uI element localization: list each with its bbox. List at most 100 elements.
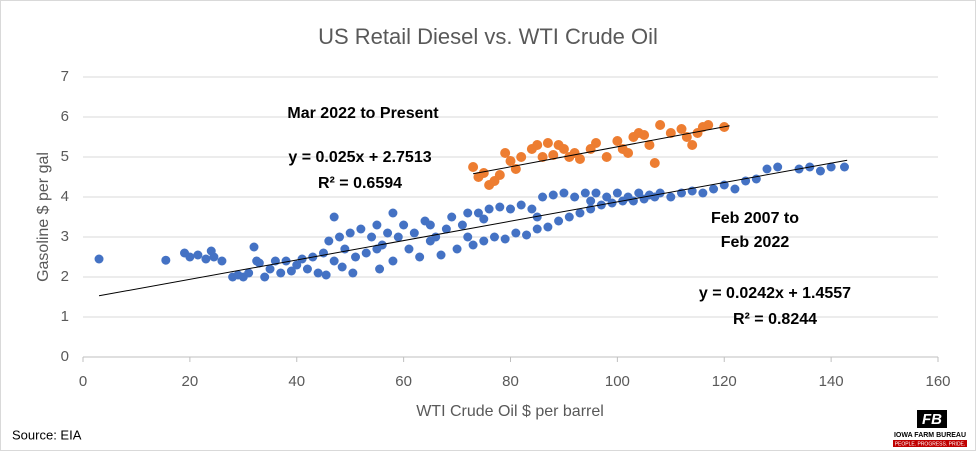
x-tick-label: 80 xyxy=(502,373,519,390)
point xyxy=(762,164,772,174)
point xyxy=(628,196,638,206)
annotation: R² = 0.8244 xyxy=(733,311,817,328)
point xyxy=(329,212,339,222)
point xyxy=(185,252,195,262)
y-tick-label: 2 xyxy=(61,268,69,285)
point xyxy=(666,192,676,202)
point xyxy=(698,188,708,198)
point xyxy=(495,202,505,212)
point xyxy=(527,204,537,214)
y-tick-label: 4 xyxy=(61,188,69,205)
point xyxy=(601,152,612,162)
point xyxy=(489,232,499,242)
y-tick-label: 7 xyxy=(61,68,69,85)
x-tick-label: 100 xyxy=(605,373,630,390)
point xyxy=(478,168,489,178)
point xyxy=(329,256,339,266)
point xyxy=(468,162,479,172)
point xyxy=(655,188,665,198)
point xyxy=(313,268,323,278)
point xyxy=(425,220,435,230)
point xyxy=(564,212,574,222)
point xyxy=(554,216,564,226)
point xyxy=(348,268,358,278)
point xyxy=(532,140,543,150)
logo-name: IOWA FARM BUREAU xyxy=(894,432,966,439)
point xyxy=(649,158,660,168)
point xyxy=(161,255,171,265)
point xyxy=(773,162,783,172)
point xyxy=(244,268,254,278)
point xyxy=(532,224,542,234)
point xyxy=(356,224,366,234)
point xyxy=(335,232,344,242)
point xyxy=(345,228,355,238)
x-tick-label: 20 xyxy=(182,373,199,390)
y-tick-label: 1 xyxy=(61,308,69,325)
point xyxy=(254,258,264,268)
point xyxy=(575,208,585,218)
point xyxy=(676,124,687,134)
point xyxy=(372,220,382,230)
point xyxy=(479,214,489,224)
point xyxy=(516,200,526,210)
x-axis-label: WTI Crude Oil $ per barrel xyxy=(416,403,604,420)
point xyxy=(468,240,478,250)
point xyxy=(388,256,398,266)
chart-title: US Retail Diesel vs. WTI Crude Oil xyxy=(318,24,658,49)
point xyxy=(473,208,483,218)
point xyxy=(415,252,425,262)
point xyxy=(321,270,331,280)
point xyxy=(500,234,510,244)
logo-mark: FB xyxy=(922,411,942,428)
point xyxy=(574,154,585,164)
point xyxy=(506,204,515,214)
annotation: y = 0.0242x + 1.4557 xyxy=(699,285,851,302)
point xyxy=(217,256,227,266)
logo-band xyxy=(893,440,967,447)
point xyxy=(612,188,622,198)
annotation: Feb 2007 to xyxy=(711,210,799,227)
point xyxy=(655,120,666,130)
y-tick-label: 6 xyxy=(61,108,69,125)
logo-mark-bg xyxy=(917,410,947,428)
point xyxy=(703,120,714,130)
point xyxy=(351,252,361,262)
point xyxy=(441,224,451,234)
point xyxy=(623,148,634,158)
point xyxy=(839,162,849,172)
point xyxy=(826,162,836,172)
point xyxy=(372,244,382,254)
point xyxy=(463,232,473,242)
point xyxy=(730,184,740,194)
point xyxy=(201,254,211,264)
y-tick-label: 0 xyxy=(61,348,69,365)
point xyxy=(209,252,219,262)
point xyxy=(612,136,623,146)
point xyxy=(542,138,553,148)
point xyxy=(494,170,505,180)
point xyxy=(687,140,698,150)
y-tick-label: 3 xyxy=(61,228,69,245)
x-tick-label: 0 xyxy=(79,373,87,390)
point xyxy=(276,268,286,278)
point xyxy=(522,230,532,240)
point xyxy=(709,184,719,194)
point xyxy=(479,236,489,246)
x-tick-label: 160 xyxy=(925,373,950,390)
source: Source: EIA xyxy=(12,427,82,442)
point xyxy=(292,260,302,270)
point xyxy=(586,196,596,206)
point xyxy=(665,128,676,138)
logo-tagline: PEOPLE. PROGRESS. PRIDE. xyxy=(895,441,966,447)
point xyxy=(511,228,521,238)
point xyxy=(383,228,393,238)
point xyxy=(249,242,259,252)
annotation: R² = 0.6594 xyxy=(318,175,402,192)
point xyxy=(375,264,385,274)
point xyxy=(602,192,612,202)
point xyxy=(361,248,371,258)
point xyxy=(558,144,569,154)
point xyxy=(337,262,347,272)
